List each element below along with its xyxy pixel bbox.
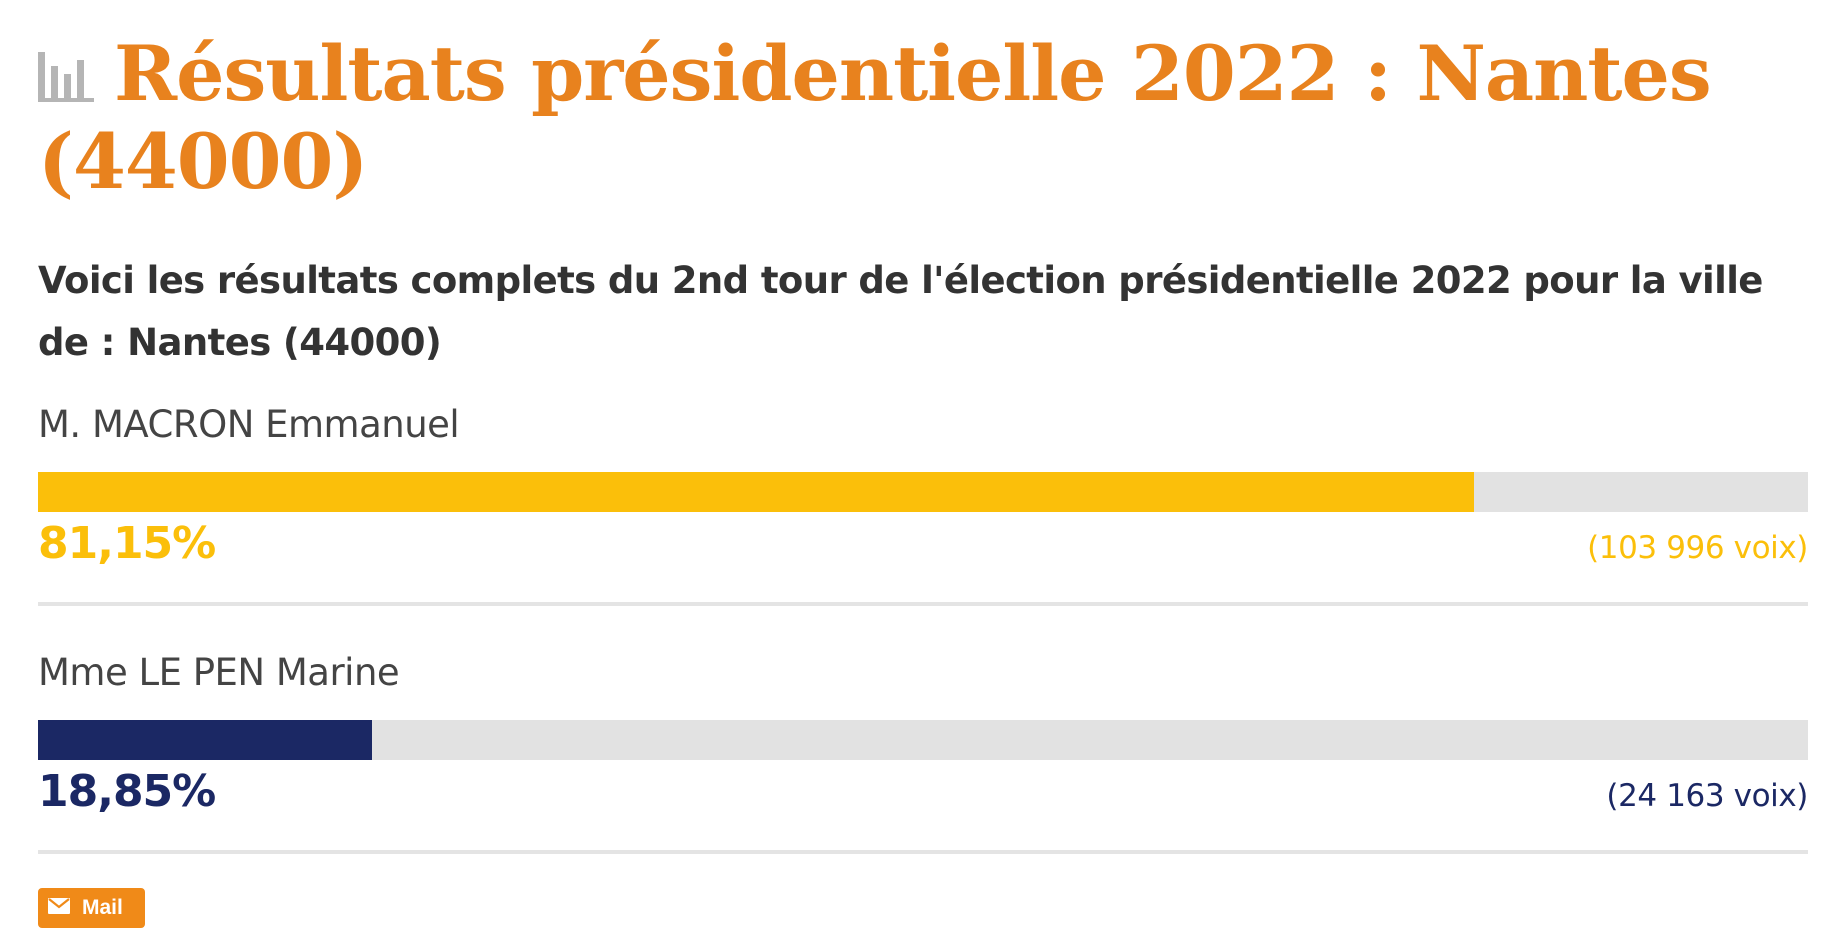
percentage-label: 18,85% [38,766,216,817]
candidate-row: Mme LE PEN Marine 18,85% (24 163 voix) [38,648,1808,854]
stats-row: 81,15% (103 996 voix) [38,516,1808,572]
candidate-name: Mme LE PEN Marine [38,651,400,694]
bar-fill [38,720,372,760]
bar-chart-icon [38,32,94,120]
results-chart: M. MACRON Emmanuel 81,15% (103 996 voix) Mm… [38,400,1808,854]
divider [38,602,1808,606]
envelope-icon [48,896,70,920]
candidate-row: M. MACRON Emmanuel 81,15% (103 996 voix) [38,400,1808,606]
votes-label: (24 163 voix) [1606,778,1808,814]
stats-row: 18,85% (24 163 voix) [38,764,1808,820]
mail-button-label: Mail [82,896,123,919]
divider [38,850,1808,854]
candidate-name: M. MACRON Emmanuel [38,403,460,446]
page-title-text: Résultats présidentielle 2022 : Nantes (… [38,29,1712,206]
bar-track [38,472,1808,512]
percentage-label: 81,15% [38,518,216,569]
results-widget: Résultats présidentielle 2022 : Nantes (… [38,0,1808,928]
mail-button[interactable]: Mail [38,888,145,928]
page-title: Résultats présidentielle 2022 : Nantes (… [38,0,1808,206]
bar-fill [38,472,1475,512]
page-subtitle: Voici les résultats complets du 2nd tour… [38,259,1763,364]
bar-track [38,720,1808,760]
votes-label: (103 996 voix) [1587,530,1808,566]
